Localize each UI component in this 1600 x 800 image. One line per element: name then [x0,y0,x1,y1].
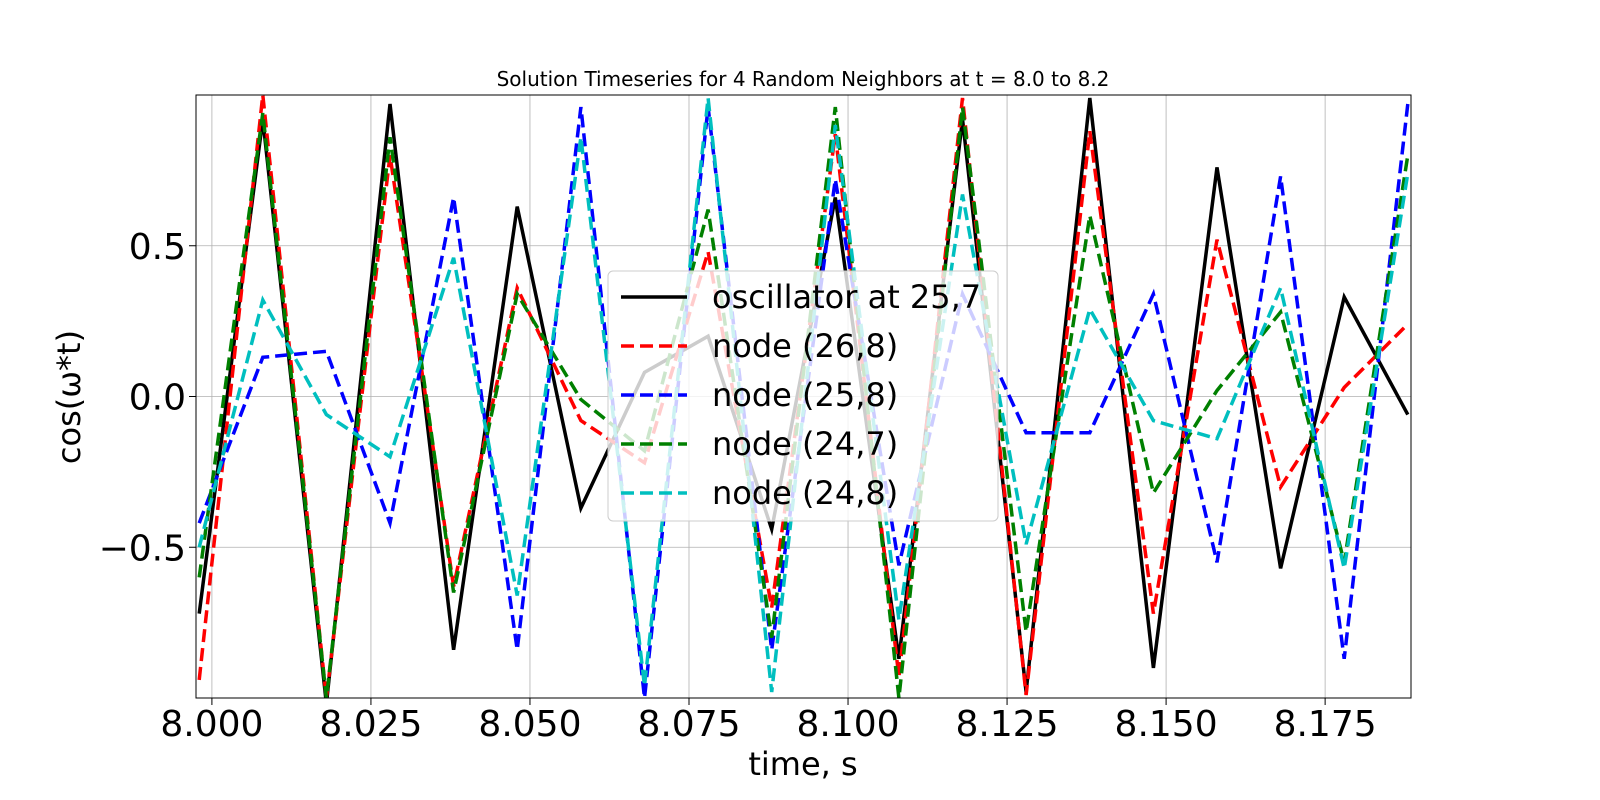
legend: oscillator at 25,7 node (26,8) node (25,8)… [607,270,999,522]
x-axis-ticks: 8.000 8.025 8.050 8.075 8.100 8.125 8.150 8.175 [160,698,1377,745]
x-tick-label: 8.100 [796,704,899,745]
x-axis-label: time, s [748,745,857,783]
x-tick-label: 8.025 [319,704,422,745]
legend-label: oscillator at 25,7 [712,278,981,316]
legend-label: node (26,8) [712,327,898,365]
legend-entry: node (24,7) [621,425,898,463]
y-tick-label: 0.5 [129,227,186,268]
x-tick-label: 8.125 [956,704,1059,745]
legend-entry: node (25,8) [621,376,898,414]
legend-label: node (24,8) [712,474,898,512]
chart-title: Solution Timeseries for 4 Random Neighbo… [497,67,1110,91]
y-tick-label: 0.0 [129,378,186,419]
x-tick-label: 8.150 [1115,704,1218,745]
legend-label: node (25,8) [712,376,898,414]
x-tick-label: 8.050 [478,704,581,745]
legend-entry: node (24,8) [621,474,898,512]
y-tick-label: −0.5 [99,528,186,569]
x-tick-label: 8.000 [160,704,263,745]
legend-box [607,270,999,522]
x-tick-label: 8.175 [1274,704,1377,745]
y-axis-ticks: −0.5 0.0 0.5 [99,227,196,569]
legend-entry: node (26,8) [621,327,898,365]
x-tick-label: 8.075 [637,704,740,745]
legend-entry: oscillator at 25,7 [621,278,981,316]
y-axis-label: cos(ω*t) [50,330,88,464]
legend-label: node (24,7) [712,425,898,463]
